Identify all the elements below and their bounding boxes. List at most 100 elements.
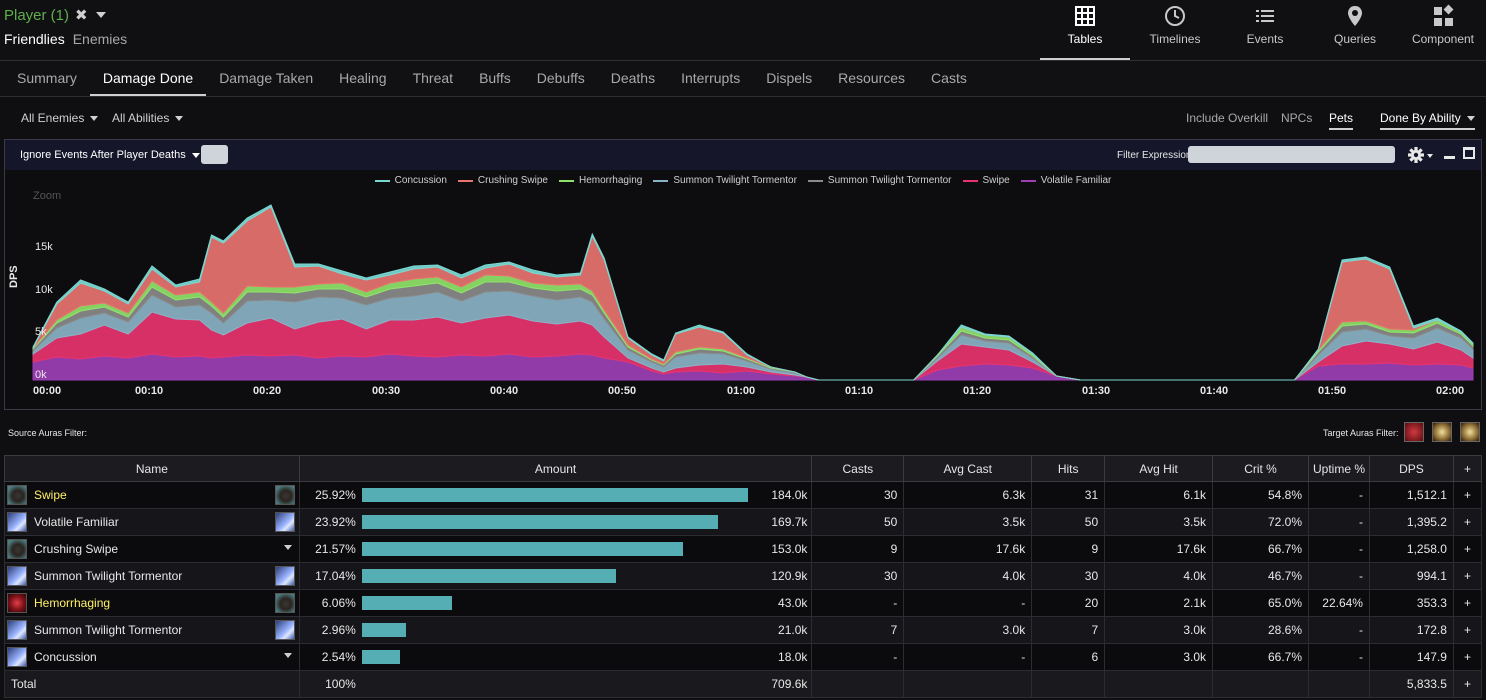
tab-deaths[interactable]: Deaths [610,70,656,86]
legend-item[interactable]: Hemorrhaging [558,175,642,186]
hits-cell: 7 [1031,616,1106,644]
chevron-down-icon[interactable] [283,653,292,658]
dps-chart[interactable] [5,140,1481,409]
amount-bar-track [361,542,748,556]
legend-item[interactable]: Concussion [374,175,447,186]
column-header-avg-cast[interactable]: Avg Cast [903,455,1033,482]
expand-row-button[interactable]: + [1452,643,1483,671]
legend-item[interactable]: Summon Twilight Tormentor [653,175,797,186]
pets-toggle[interactable]: Pets [1329,111,1354,130]
table-row[interactable]: Summon Twilight Tormentor 2.96% 21.0k 7 3.0k… [4,616,1483,644]
table-row[interactable]: Summon Twilight Tormentor 17.04% 120.9k 30 4… [4,562,1483,590]
column-header-hits[interactable]: Hits [1031,455,1106,482]
y-tick-label: 15k [35,241,53,253]
tab-enemies[interactable]: Enemies [72,31,128,47]
y-tick-label: 5k [35,326,47,338]
include-overkill-toggle[interactable]: Include Overkill [1186,111,1269,125]
column-header-avg-hit[interactable]: Avg Hit [1104,455,1214,482]
ability-name[interactable]: Summon Twilight Tormentor [34,623,183,637]
table-row[interactable]: Volatile Familiar 23.92% 169.7k 50 3.5k 50 3.5… [4,508,1483,536]
ability-name[interactable]: Volatile Familiar [34,515,119,529]
column-header-casts[interactable]: Casts [811,455,905,482]
tab-casts[interactable]: Casts [931,70,967,86]
aura-burst-icon[interactable] [1460,422,1480,442]
aura-burst-icon[interactable] [1432,422,1452,442]
uptime-cell: - [1308,508,1370,536]
amount-value: 21.0k [778,623,808,637]
tab-summary[interactable]: Summary [17,70,77,86]
uptime-cell: - [1308,562,1370,590]
expand-row-button[interactable]: + [1452,589,1483,617]
gear-icon[interactable] [1407,146,1435,164]
legend-item[interactable]: Summon Twilight Tormentor [807,175,952,186]
column-header-crit[interactable]: Crit % [1212,455,1309,482]
amount-bar-track [361,650,748,664]
ability-name[interactable]: Summon Twilight Tormentor [34,569,183,583]
player-selector[interactable]: Player (1) ✖ [4,6,106,24]
legend-label: Volatile Familiar [1040,175,1112,186]
table-header-row: Name Amount Casts Avg Cast Hits Avg Hit … [4,455,1483,482]
tab-friendlies[interactable]: Friendlies [4,31,65,47]
amount-percent: 2.96% [321,623,356,637]
tab-interrupts[interactable]: Interrupts [681,70,741,86]
npcs-toggle[interactable]: NPCs [1281,111,1313,125]
enemies-dropdown[interactable]: All Enemies [21,111,99,125]
table-row[interactable]: Concussion 2.54% 18.0k - -6 3.0k 66.7% -147.9 + [4,643,1483,671]
add-column-button[interactable]: + [1452,455,1483,482]
table-row[interactable]: Crushing Swipe 21.57% 153.0k 9 17.6k 9 17.6k 66… [4,535,1483,563]
spark-icon[interactable] [274,512,295,532]
legend-item[interactable]: Crushing Swipe [457,175,548,186]
column-header-amount[interactable]: Amount [298,455,813,482]
tab-dispels[interactable]: Dispels [766,70,813,86]
column-header-dps[interactable]: DPS [1368,455,1454,482]
expand-row-button[interactable]: + [1452,508,1483,536]
series-area-6[interactable] [32,204,1474,381]
view-tab-tables[interactable]: Tables [1040,0,1130,60]
ability-name[interactable]: Crushing Swipe [34,542,119,556]
legend-item[interactable]: Volatile Familiar [1020,175,1112,186]
tab-damage-taken[interactable]: Damage Taken [219,70,314,86]
tab-debuffs[interactable]: Debuffs [536,70,585,86]
column-header-uptime[interactable]: Uptime % [1308,455,1370,482]
table-row[interactable]: Swipe 25.92% 184.0k 30 6.3k 31 6.1k 54.8% -1,512… [4,481,1483,509]
expand-row-button[interactable]: + [1452,562,1483,590]
table-row[interactable]: Hemorrhaging 6.06% 43.0k - -20 2.1k 65.0% 22.64… [4,589,1483,617]
tab-threat[interactable]: Threat [412,70,454,86]
ignore-events-dropdown[interactable]: Ignore Events After Player Deaths [20,149,200,161]
close-icon[interactable]: ✖ [75,7,88,24]
ability-name[interactable]: Hemorrhaging [34,596,111,610]
amount-bar-track [361,623,748,637]
expand-row-button[interactable]: + [1452,670,1483,698]
maximize-icon[interactable] [1463,147,1475,159]
chevron-down-icon[interactable] [95,12,106,18]
spark-icon[interactable] [274,620,295,640]
ability-name[interactable]: Swipe [34,488,67,502]
expand-row-button[interactable]: + [1452,535,1483,563]
tab-buffs[interactable]: Buffs [479,70,511,86]
view-tab-component[interactable]: Component [1400,0,1486,60]
tab-healing[interactable]: Healing [339,70,387,86]
amount-bar-track [361,488,748,502]
view-tab-events[interactable]: Events [1220,0,1310,60]
ability-name[interactable]: Concussion [34,650,97,664]
ignore-events-toggle[interactable] [201,145,228,164]
uptime-cell: - [1308,643,1370,671]
spark-icon[interactable] [274,566,295,586]
aura-blood-icon[interactable] [1404,422,1424,442]
expand-row-button[interactable]: + [1452,481,1483,509]
expand-row-button[interactable]: + [1452,616,1483,644]
view-tab-timelines[interactable]: Timelines [1130,0,1220,60]
tab-damage-done[interactable]: Damage Done [89,61,207,96]
done-by-dropdown[interactable]: Done By Ability [1380,111,1475,130]
avg-hit-cell: 17.6k [1104,535,1214,563]
minimize-icon[interactable] [1444,156,1455,159]
chevron-down-icon[interactable] [283,545,292,550]
legend-item[interactable]: Swipe [962,175,1010,186]
abilities-dropdown[interactable]: All Abilities [112,111,184,125]
filter-expression-input[interactable] [1188,146,1395,163]
tab-resources[interactable]: Resources [838,70,906,86]
rock-icon[interactable] [274,485,295,505]
rock-icon[interactable] [274,593,295,613]
view-tab-queries[interactable]: Queries [1310,0,1400,60]
column-header-name[interactable]: Name [4,455,300,482]
